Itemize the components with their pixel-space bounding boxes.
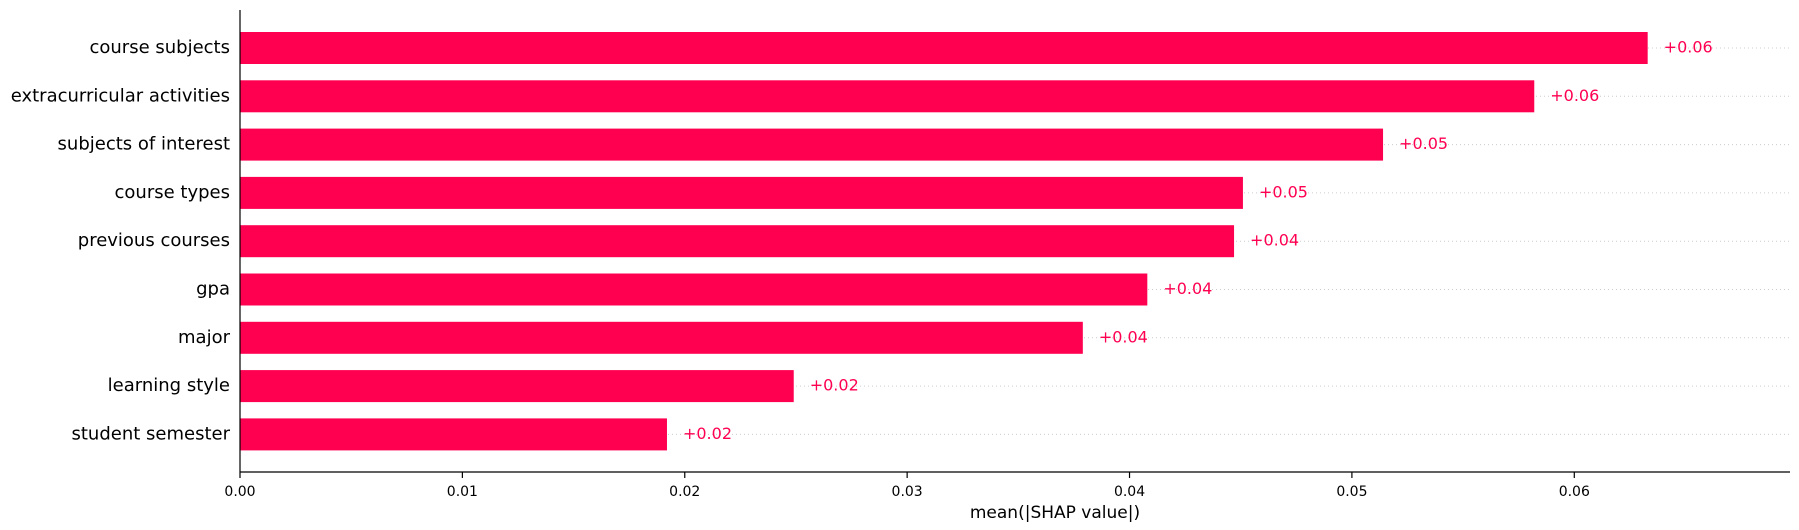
value-label: +0.04 bbox=[1099, 327, 1148, 346]
x-tick-label: 0.02 bbox=[669, 484, 700, 500]
bar-course-subjects bbox=[240, 32, 1648, 64]
bar-student-semester bbox=[240, 418, 667, 451]
value-labels-group: +0.06 +0.06 +0.05 +0.05 +0.04 +0.04 +0.04 +0.02… bbox=[683, 38, 1713, 443]
bar-previous-courses bbox=[240, 225, 1235, 258]
value-label: +0.06 bbox=[1550, 86, 1599, 105]
x-tick-label: 0.00 bbox=[224, 484, 255, 500]
value-label: +0.02 bbox=[810, 376, 859, 395]
category-label: student semester bbox=[71, 423, 230, 444]
value-label: +0.05 bbox=[1399, 134, 1448, 153]
value-label: +0.02 bbox=[683, 424, 732, 443]
category-label: gpa bbox=[196, 279, 230, 300]
category-label: major bbox=[178, 327, 231, 348]
value-label: +0.05 bbox=[1259, 182, 1308, 201]
bar-major bbox=[240, 321, 1083, 354]
x-tick-label: 0.01 bbox=[447, 484, 478, 500]
x-tick-label: 0.06 bbox=[1559, 484, 1590, 500]
category-label: previous courses bbox=[78, 230, 230, 251]
x-tick-label: 0.04 bbox=[1114, 484, 1145, 500]
value-label: +0.04 bbox=[1250, 231, 1299, 250]
category-label: subjects of interest bbox=[58, 134, 230, 155]
x-ticks-group: 0.00 0.01 0.02 0.03 0.04 0.05 0.06 bbox=[224, 472, 1590, 500]
bars-group bbox=[240, 32, 1648, 451]
value-label: +0.04 bbox=[1163, 279, 1212, 298]
category-labels-group: course subjects extracurricular activitie… bbox=[11, 37, 231, 444]
bar-gpa bbox=[240, 273, 1148, 306]
bar-learning-style bbox=[240, 370, 794, 403]
x-axis-title: mean(|SHAP value|) bbox=[970, 503, 1140, 523]
category-label: course subjects bbox=[89, 37, 230, 58]
bar-course-types bbox=[240, 176, 1243, 209]
category-label: learning style bbox=[108, 375, 230, 396]
bar-extracurricular-activities bbox=[240, 80, 1535, 113]
x-tick-label: 0.03 bbox=[892, 484, 923, 500]
category-label: course types bbox=[115, 182, 230, 203]
x-tick-label: 0.05 bbox=[1336, 484, 1367, 500]
bar-subjects-of-interest bbox=[240, 128, 1384, 161]
category-label: extracurricular activities bbox=[11, 85, 230, 106]
value-label: +0.06 bbox=[1664, 38, 1713, 57]
